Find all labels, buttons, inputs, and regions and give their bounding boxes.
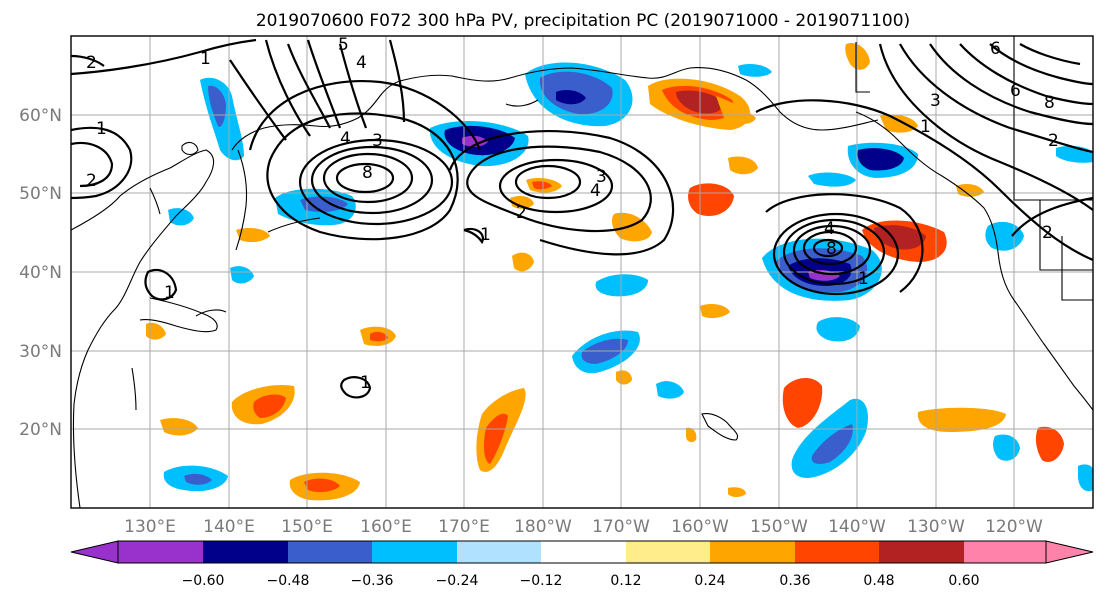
colorbar-tick-label: −0.12 [520, 573, 563, 589]
contour-labels: 1 1 2 2 5 4 4 3 8 1 2 3 4 4 8 1 1 3 2 6 … [86, 35, 1059, 393]
lat-label: 20°N [19, 420, 62, 440]
colorbar-segment [626, 541, 710, 563]
contour-label: 2 [86, 171, 97, 191]
contour-label: 4 [824, 219, 835, 239]
contour-label: 1 [164, 283, 175, 303]
colorbar-segment [710, 541, 795, 563]
lon-label: 140°W [828, 517, 886, 537]
colorbar-tick-label: 0.36 [779, 573, 810, 589]
contour-label: 1 [920, 117, 931, 137]
colorbar-frame [117, 540, 1047, 564]
contour-label: 8 [826, 239, 837, 259]
colorbar-tick-label: 0.60 [948, 573, 979, 589]
contour-label: 3 [372, 131, 383, 151]
contour-label: 4 [590, 181, 601, 201]
lon-label: 130°E [124, 517, 176, 537]
contour-label: 1 [200, 49, 211, 69]
contour-label: 2 [1042, 223, 1053, 243]
map-title: 2019070600 F072 300 hPa PV, precipitatio… [256, 11, 910, 31]
lat-label: 30°N [19, 342, 62, 362]
colorbar: −0.60 −0.48 −0.36 −0.24 −0.12 0.12 0.24 … [70, 540, 1094, 589]
colorbar-segment [118, 541, 203, 563]
lon-label: 140°E [203, 517, 255, 537]
map-content: 1 1 2 2 5 4 4 3 8 1 2 3 4 4 8 1 1 3 2 6 … [71, 35, 1093, 508]
longitude-labels: 130°E 140°E 150°E 160°E 170°E 180°W 170°… [124, 517, 1043, 537]
colorbar-segment [457, 541, 541, 563]
lat-label: 50°N [19, 184, 62, 204]
graticule [71, 36, 1093, 508]
colorbar-tick-label: −0.48 [267, 573, 310, 589]
lon-label: 130°W [907, 517, 965, 537]
contour-label: 6 [1010, 81, 1021, 101]
lon-label: 160°W [671, 517, 729, 537]
lon-label: 170°W [592, 517, 650, 537]
contour-label: 8 [1044, 93, 1055, 113]
colorbar-segment [795, 541, 879, 563]
contour-label: 3 [930, 91, 941, 111]
lon-label: 180°W [514, 517, 572, 537]
colorbar-segment [372, 541, 457, 563]
contour-label: 2 [1048, 131, 1059, 151]
lat-label: 40°N [19, 263, 62, 283]
contour-label: 1 [480, 225, 491, 245]
contour-label: 2 [516, 203, 527, 223]
lat-label: 60°N [19, 106, 62, 126]
lon-label: 150°W [750, 517, 808, 537]
colorbar-tick-label: −0.24 [436, 573, 479, 589]
contour-label: 8 [362, 163, 373, 183]
colorbar-tick-label: −0.36 [351, 573, 394, 589]
lon-label: 150°E [281, 517, 333, 537]
contour-label: 1 [96, 119, 107, 139]
contour-label: 4 [340, 129, 351, 149]
contour-label: 5 [338, 35, 349, 55]
colorbar-segment [541, 541, 626, 563]
colorbar-segment [879, 541, 964, 563]
contour-label: 6 [990, 39, 1001, 59]
colorbar-segment-extend-low [70, 540, 119, 564]
contour-label: 1 [858, 269, 869, 289]
contour-label: 2 [86, 53, 97, 73]
colorbar-tick-label: −0.60 [182, 573, 225, 589]
lon-label: 160°E [360, 517, 412, 537]
latitude-labels: 60°N 50°N 40°N 30°N 20°N [19, 106, 62, 440]
colorbar-segment [288, 541, 372, 563]
colorbar-tick-label: 0.12 [610, 573, 641, 589]
colorbar-tick-label: 0.48 [863, 573, 894, 589]
colorbar-segment-extend-high [1045, 540, 1094, 564]
lon-label: 170°E [438, 517, 490, 537]
map-frame [70, 35, 1094, 509]
colorbar-segment [203, 541, 288, 563]
contour-label: 1 [360, 373, 371, 393]
colorbar-tick-label: 0.24 [694, 573, 725, 589]
colorbar-segment [964, 541, 1046, 563]
contour-label: 4 [356, 53, 367, 73]
lon-label: 120°W [985, 517, 1043, 537]
contour-label: 3 [596, 167, 607, 187]
pv-contours [71, 38, 1093, 399]
